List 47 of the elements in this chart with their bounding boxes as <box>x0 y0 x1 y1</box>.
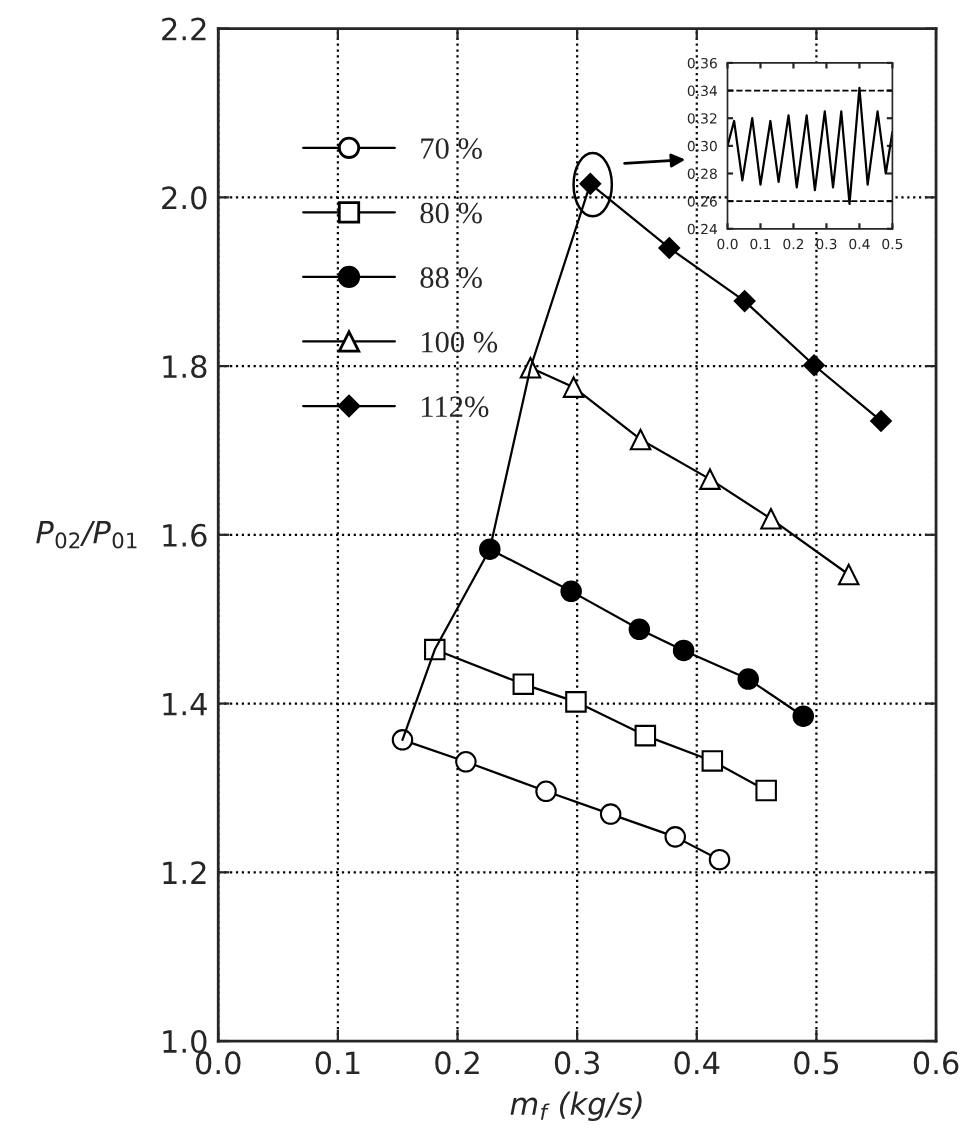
y-tick-label: 1.6 <box>163 523 207 547</box>
point <box>658 237 681 259</box>
point <box>634 724 657 747</box>
x-tick-label: 0.0 <box>195 1051 241 1075</box>
point <box>760 508 782 530</box>
y-tick-label: 1.0 <box>163 1029 207 1054</box>
point <box>755 779 777 802</box>
x-tick-label: 0.3 <box>554 1051 599 1075</box>
point <box>455 751 477 773</box>
y-tick-label: 1.2 <box>163 861 206 884</box>
y-tick-label: 2.2 <box>162 17 206 41</box>
x-tick-label: 0.2 <box>435 1051 479 1075</box>
y-tick-label: 1.4 <box>163 692 207 716</box>
legend-label: 88 % <box>420 267 482 289</box>
point <box>733 290 756 312</box>
point <box>560 580 582 603</box>
point <box>837 563 860 586</box>
point <box>562 376 585 398</box>
y-tick-label: 1.8 <box>163 355 207 379</box>
point <box>870 410 892 432</box>
point <box>708 848 731 871</box>
x-tick-label: 0.6 <box>913 1051 959 1075</box>
y-axis-title: P$_{02}$/P$_{01}$ <box>36 520 137 549</box>
point <box>628 618 651 641</box>
y-tick-label: 2.0 <box>162 186 207 210</box>
legend-label: 70 % <box>421 138 482 159</box>
point <box>629 428 652 451</box>
x-tick-label: 0.1 <box>315 1051 360 1075</box>
point <box>599 803 622 825</box>
point <box>737 668 759 690</box>
point <box>391 729 414 751</box>
x-axis-title: m$_{f}$ (kg/s) <box>510 1091 642 1122</box>
point <box>664 826 687 848</box>
legend-label: 112% <box>421 396 489 418</box>
point <box>512 673 535 695</box>
point <box>701 750 724 772</box>
point <box>672 639 695 662</box>
point <box>699 468 721 490</box>
point <box>535 780 557 803</box>
legend-label: 80 % <box>420 202 482 224</box>
legend-label: 100 % <box>421 331 498 353</box>
x-tick-label: 0.4 <box>674 1051 720 1075</box>
x-tick-label: 0.5 <box>794 1051 839 1075</box>
point <box>803 354 825 377</box>
point <box>792 705 815 727</box>
point <box>565 691 587 713</box>
line-series <box>727 86 893 206</box>
